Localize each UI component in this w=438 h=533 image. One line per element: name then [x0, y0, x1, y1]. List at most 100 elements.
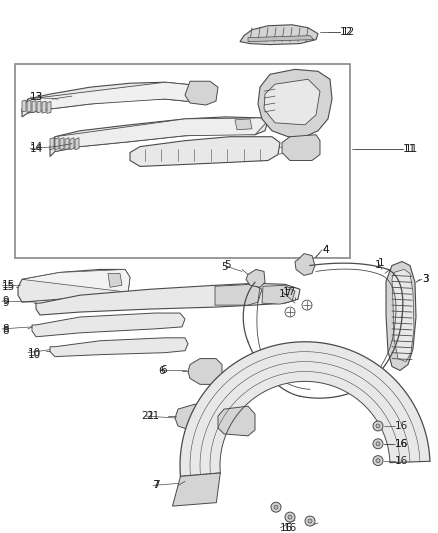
Text: 15: 15 [2, 280, 15, 290]
Polygon shape [22, 270, 130, 292]
Circle shape [373, 456, 383, 466]
Circle shape [308, 519, 312, 523]
Text: 1: 1 [374, 261, 381, 270]
Polygon shape [264, 79, 320, 125]
Text: 5: 5 [224, 261, 231, 270]
Text: 4: 4 [322, 245, 328, 255]
Bar [237, 411, 245, 418]
Ellipse shape [169, 123, 181, 130]
Polygon shape [42, 101, 46, 113]
Text: 5: 5 [221, 262, 227, 272]
Bar [206, 366, 214, 375]
Polygon shape [37, 101, 41, 113]
Polygon shape [258, 69, 332, 136]
Polygon shape [55, 118, 268, 151]
Text: 6: 6 [159, 367, 165, 376]
Polygon shape [215, 284, 262, 305]
Polygon shape [28, 82, 210, 113]
Text: 16: 16 [395, 456, 408, 466]
Text: 11: 11 [403, 143, 416, 154]
Polygon shape [262, 285, 295, 304]
Polygon shape [47, 102, 51, 114]
Text: 3: 3 [422, 274, 429, 284]
Text: 14: 14 [30, 142, 43, 151]
Polygon shape [175, 404, 226, 432]
Polygon shape [248, 36, 314, 42]
Text: 21: 21 [141, 411, 155, 421]
Polygon shape [180, 342, 430, 477]
Polygon shape [32, 313, 185, 337]
Text: 1: 1 [378, 257, 385, 268]
Polygon shape [22, 100, 26, 112]
Circle shape [285, 307, 295, 317]
Text: 16: 16 [280, 523, 293, 533]
Polygon shape [240, 25, 318, 45]
Text: 11: 11 [405, 143, 418, 154]
Text: 16: 16 [395, 439, 408, 449]
Bar [193, 366, 201, 375]
Polygon shape [18, 270, 130, 302]
Text: 10: 10 [28, 350, 41, 360]
Polygon shape [235, 119, 252, 130]
Polygon shape [65, 138, 69, 150]
Text: 4: 4 [322, 245, 328, 255]
Polygon shape [130, 136, 280, 166]
Polygon shape [173, 473, 220, 506]
Text: 17: 17 [283, 287, 296, 297]
Polygon shape [75, 138, 79, 150]
Bar [182, 419, 191, 427]
Polygon shape [295, 254, 315, 276]
Text: 8: 8 [2, 324, 9, 334]
Polygon shape [386, 262, 416, 370]
Text: 14: 14 [30, 143, 43, 154]
Bar [224, 421, 232, 428]
Polygon shape [36, 284, 300, 315]
Bar [182, 409, 191, 417]
Bar [196, 409, 205, 417]
Polygon shape [60, 138, 64, 150]
Bar [224, 411, 232, 418]
Polygon shape [108, 273, 122, 287]
Text: 7: 7 [152, 480, 158, 490]
Text: 16: 16 [395, 439, 408, 449]
Polygon shape [246, 270, 265, 287]
Circle shape [373, 439, 383, 449]
Polygon shape [218, 406, 255, 436]
Text: 6: 6 [160, 365, 166, 375]
Text: 7: 7 [153, 480, 159, 490]
Circle shape [274, 505, 278, 509]
Text: 8: 8 [2, 326, 9, 336]
Circle shape [157, 87, 163, 93]
Circle shape [137, 89, 143, 95]
Circle shape [97, 95, 103, 101]
Polygon shape [22, 82, 210, 117]
Polygon shape [282, 135, 320, 160]
Polygon shape [27, 100, 31, 112]
Circle shape [302, 300, 312, 310]
Text: 15: 15 [2, 282, 15, 292]
Circle shape [303, 102, 310, 109]
Bar [196, 419, 205, 427]
Text: 3: 3 [422, 274, 429, 284]
Text: 12: 12 [342, 27, 355, 37]
Text: 10: 10 [28, 348, 41, 358]
Bar [237, 421, 245, 428]
Polygon shape [70, 138, 74, 150]
Circle shape [41, 282, 49, 290]
Circle shape [276, 147, 283, 154]
Circle shape [288, 515, 292, 519]
Bar [15, 64, 350, 257]
Circle shape [373, 421, 383, 431]
Circle shape [305, 516, 315, 526]
Polygon shape [50, 338, 188, 357]
Polygon shape [50, 117, 268, 157]
Text: 16: 16 [283, 523, 297, 533]
Polygon shape [32, 101, 36, 112]
Polygon shape [392, 270, 414, 361]
Text: 13: 13 [30, 92, 43, 102]
Circle shape [376, 442, 380, 446]
Text: 12: 12 [340, 27, 353, 37]
Polygon shape [185, 81, 218, 105]
Polygon shape [55, 138, 59, 150]
Text: 13: 13 [30, 92, 43, 102]
